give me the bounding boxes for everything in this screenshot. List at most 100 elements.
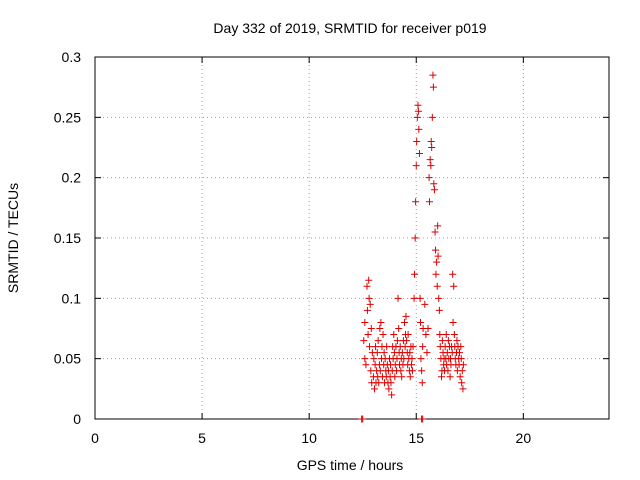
data-point-marker [450, 331, 458, 339]
data-point-marker [370, 355, 378, 363]
x-tick-label: 10 [301, 430, 317, 446]
data-point-marker [429, 71, 437, 79]
data-point-marker [377, 318, 385, 326]
y-axis-label: SRMTID / TECUs [5, 183, 21, 293]
data-point-marker [433, 282, 441, 290]
data-point-marker [457, 355, 465, 363]
data-point-marker [412, 198, 420, 206]
data-point-marker [376, 325, 384, 332]
data-point-marker [438, 337, 446, 345]
data-point-marker [458, 367, 466, 375]
y-tick-label: 0.25 [54, 109, 81, 125]
data-point-marker [393, 337, 401, 345]
data-point-marker [366, 300, 374, 308]
data-point-marker [416, 294, 424, 302]
data-point-marker [418, 367, 426, 375]
data-point-marker [429, 83, 437, 91]
x-tick-label: 20 [516, 430, 532, 446]
data-point-marker [367, 325, 375, 332]
data-point-marker [365, 294, 373, 302]
data-point-marker [403, 337, 411, 345]
data-point-marker [418, 379, 426, 387]
data-point-marker [408, 361, 416, 369]
data-point-marker [398, 373, 406, 381]
data-point-marker [426, 156, 434, 164]
y-tick-label: 0.05 [54, 351, 81, 367]
chart-title: Day 332 of 2019, SRMTID for receiver p01… [213, 20, 486, 36]
data-points [358, 71, 467, 423]
data-point-marker [359, 415, 367, 423]
data-point-marker [436, 331, 444, 339]
data-point-marker [412, 162, 420, 170]
data-point-marker [408, 355, 416, 363]
data-point-marker [388, 391, 396, 399]
data-point-marker [449, 270, 457, 278]
x-tick-label: 15 [408, 430, 424, 446]
data-point-marker [413, 137, 421, 145]
data-point-marker [431, 228, 439, 236]
data-point-marker [435, 294, 443, 302]
data-point-marker [397, 367, 405, 375]
y-axis-ticks: 0 0.05 0.1 0.15 0.2 0.25 0.3 [54, 49, 609, 427]
data-point-marker [434, 252, 442, 260]
data-point-marker [457, 343, 465, 351]
data-point-marker [360, 337, 368, 345]
data-point-marker [446, 373, 454, 381]
data-point-marker [379, 331, 387, 339]
data-point-marker [419, 343, 427, 351]
data-point-marker [453, 337, 461, 345]
data-point-marker [380, 349, 388, 357]
data-point-marker [424, 325, 432, 332]
data-point-marker [432, 246, 440, 254]
data-point-marker [414, 107, 422, 115]
data-point-marker [442, 331, 450, 339]
data-point-marker [361, 355, 369, 363]
data-point-marker [456, 349, 464, 357]
data-point-marker [450, 282, 458, 290]
data-point-marker [456, 373, 464, 381]
data-point-marker [415, 125, 423, 133]
data-point-marker [385, 385, 393, 393]
data-point-marker [459, 385, 467, 393]
data-point-marker [411, 234, 419, 242]
data-point-marker [395, 325, 403, 332]
data-point-marker [362, 361, 370, 369]
data-point-marker [406, 349, 414, 357]
data-point-marker [400, 318, 408, 326]
data-point-marker [361, 318, 369, 326]
data-point-marker [366, 343, 374, 351]
data-point-marker [363, 282, 371, 290]
x-axis-label: GPS time / hours [297, 457, 404, 473]
data-point-marker [423, 349, 431, 357]
gridlines [95, 57, 609, 419]
data-point-marker [408, 367, 416, 375]
data-point-marker [438, 373, 446, 381]
data-point-marker [422, 331, 430, 339]
data-point-marker [374, 337, 382, 345]
x-tick-label: 5 [198, 430, 206, 446]
data-point-marker [414, 101, 422, 109]
data-point-marker [428, 113, 436, 121]
data-point-marker [458, 379, 466, 387]
data-point-marker [390, 331, 398, 339]
data-point-marker [415, 150, 423, 158]
data-point-marker [413, 113, 421, 121]
data-point-marker [370, 385, 378, 393]
data-point-marker [365, 276, 373, 284]
data-point-marker [383, 343, 391, 351]
data-point-marker [406, 373, 414, 381]
y-tick-label: 0 [73, 411, 81, 427]
data-point-marker [417, 355, 425, 363]
data-point-marker [419, 415, 427, 423]
y-tick-label: 0.2 [62, 170, 82, 186]
data-point-marker [432, 270, 440, 278]
data-point-marker [364, 331, 372, 339]
data-point-marker [435, 306, 443, 314]
data-point-marker [411, 270, 419, 278]
data-point-marker [433, 258, 441, 266]
data-point-marker [391, 373, 399, 381]
data-point-marker [363, 306, 371, 314]
y-tick-label: 0.1 [62, 290, 82, 306]
data-point-marker [425, 174, 433, 182]
